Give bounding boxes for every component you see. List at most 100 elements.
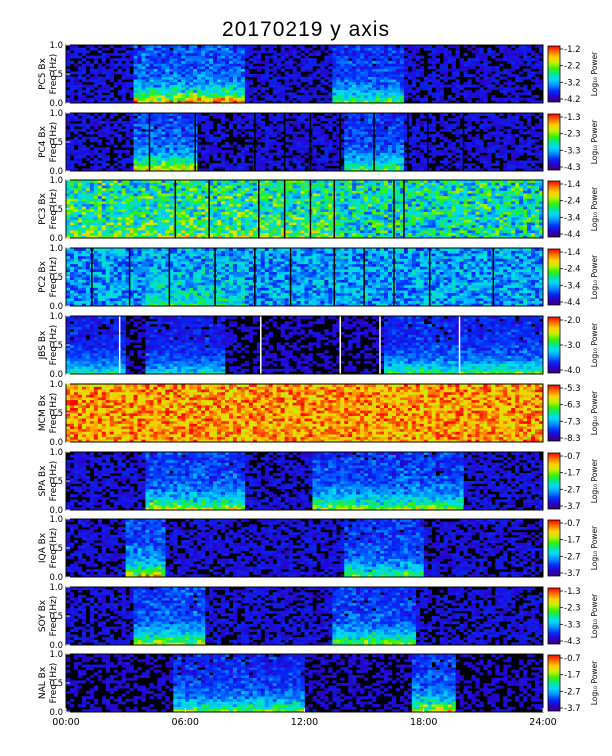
colorbar-tick-label: -1.2 [564,45,581,55]
colorbar: -1.2 -2.2 -3.2 -4.2 Log₁₀ Power [547,45,599,105]
y-tick-label: 1.0 [49,244,63,254]
colorbar-tick-label: -2.4 [564,265,581,275]
y-tick-label: 1.0 [49,380,63,390]
spectrogram-cells [66,519,544,578]
y-tick-label: 0.5 [49,409,63,419]
y-tick-label: 1.0 [49,312,63,322]
y-tick-label: 0.5 [49,612,63,622]
spectrogram-cells [66,654,544,713]
y-tick-label: 1.0 [49,583,63,593]
x-tick-label: 24:00 [529,717,556,728]
chart-title: 20170219 y axis [0,18,612,42]
y-axis-label: Freq (Hz) [49,325,59,366]
station-label: PC3 Bx [38,192,48,224]
y-tick-label: 0.5 [49,138,63,148]
colorbar-tick-label: -2.0 [564,316,581,326]
y-axis-label: Freq (Hz) [49,528,59,569]
y-tick-label: 0.0 [49,167,63,177]
station-label: SPA Bx [38,465,48,497]
station-label: IQA Bx [38,532,48,563]
colorbar-label: Log₁₀ Power [590,254,599,299]
colorbar-tick-label: -0.7 [564,452,581,462]
y-tick-label: 0.5 [49,70,63,80]
spectrogram-cells [66,45,544,104]
spectrogram-cells [66,587,544,646]
colorbar-tick-label: -1.3 [564,587,581,597]
colorbar-tick-label: -3.7 [564,502,581,512]
station-label: NAL Bx [38,666,48,699]
colorbar: -1.4 -2.4 -3.4 -4.4 Log₁₀ Power [547,180,599,240]
colorbar: -1.3 -2.3 -3.3 -4.3 Log₁₀ Power [547,587,599,647]
y-axis-label: Freq (Hz) [49,663,59,704]
colorbar-tick-label: -3.4 [564,281,581,291]
y-tick-label: 0.5 [49,273,63,283]
colorbar-tick-label: -3.7 [564,569,581,579]
station-label: SOY Bx [38,599,48,632]
colorbar-tick-label: -1.7 [564,671,581,681]
colorbar-label: Log₁₀ Power [590,51,599,96]
spectrogram-cells [66,248,544,307]
colorbar: -2.0 -3.0 -4.0 Log₁₀ Power [547,316,599,376]
colorbar-tick-label: -1.4 [564,248,581,258]
colorbar-tick-label: -5.3 [564,384,581,394]
colorbar-tick-label: -2.3 [564,604,581,614]
station-label: PC5 Bx [38,57,48,89]
colorbar-tick-label: -2.7 [564,687,581,697]
colorbar-tick-label: -6.3 [564,401,581,411]
colorbar-tick-label: -4.2 [564,95,581,105]
colorbar-label: Log₁₀ Power [590,186,599,231]
colorbar-tick-label: -3.4 [564,213,581,223]
y-axis-label: Freq (Hz) [49,461,59,502]
colorbar-tick-label: -4.4 [564,298,581,308]
x-tick-label: 00:00 [52,717,79,728]
colorbar-tick-label: -3.3 [564,146,581,156]
y-tick-label: 0.0 [49,234,63,244]
y-tick-label: 0.5 [49,544,63,554]
x-tick-label: 12:00 [291,717,318,728]
x-tick-label: 18:00 [410,717,437,728]
y-tick-label: 0.0 [49,438,63,448]
y-tick-label: 0.0 [49,641,63,651]
spectrogram-cells [66,316,544,375]
colorbar-tick-label: -4.4 [564,230,581,240]
station-label: JBS Bx [38,330,48,360]
station-label: PC4 Bx [38,125,48,157]
colorbar-tick-label: -3.0 [564,341,581,351]
colorbar: -1.3 -2.3 -3.3 -4.3 Log₁₀ Power [547,113,599,173]
station-label: MCM Bx [38,394,48,431]
colorbar-label: Log₁₀ Power [590,119,599,164]
y-tick-label: 1.0 [49,650,63,660]
colorbar-tick-label: -7.3 [564,417,581,427]
station-label: PC2 Bx [38,260,48,292]
colorbar-tick-label: -1.7 [564,536,581,546]
y-tick-label: 0.0 [49,573,63,583]
y-axis-label: Freq (Hz) [49,122,59,163]
y-tick-label: 1.0 [49,448,63,458]
spectrogram-cells [66,113,544,172]
y-tick-label: 0.0 [49,99,63,109]
x-tick-label: 06:00 [172,717,199,728]
spectrogram-cells [66,180,544,239]
colorbar-label: Log₁₀ Power [590,458,599,503]
y-axis-label: Freq (Hz) [49,257,59,298]
colorbar-tick-label: -2.3 [564,130,581,140]
y-tick-label: 1.0 [49,515,63,525]
y-tick-label: 0.5 [49,477,63,487]
colorbar-tick-label: -4.3 [564,637,581,647]
spectrogram-cells [66,384,544,443]
colorbar-tick-label: -8.3 [564,434,581,444]
colorbar-tick-label: -1.7 [564,469,581,479]
colorbar-tick-label: -2.7 [564,552,581,562]
y-tick-label: 1.0 [49,41,63,51]
colorbar-tick-label: -0.7 [564,519,581,529]
colorbar-label: Log₁₀ Power [590,593,599,638]
colorbar-tick-label: -4.0 [564,366,581,376]
